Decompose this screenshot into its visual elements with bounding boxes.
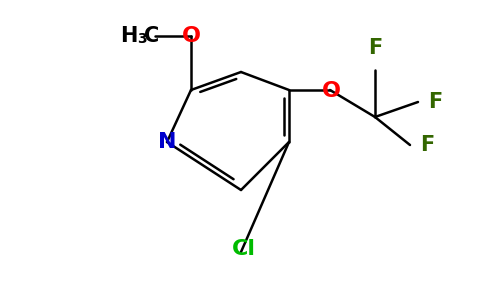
Text: 3: 3 <box>137 32 147 46</box>
Text: F: F <box>420 135 434 155</box>
Text: O: O <box>182 26 200 46</box>
Text: F: F <box>368 38 382 58</box>
Text: H: H <box>120 26 137 46</box>
Text: Cl: Cl <box>232 239 256 259</box>
Text: O: O <box>321 81 341 101</box>
Text: F: F <box>428 92 442 112</box>
Text: N: N <box>158 132 176 152</box>
Text: C: C <box>144 26 159 46</box>
